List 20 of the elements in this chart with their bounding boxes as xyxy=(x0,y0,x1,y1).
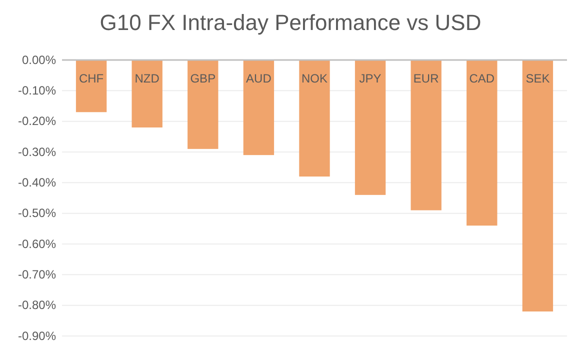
y-tick-label: -0.30% xyxy=(18,144,56,159)
y-tick-label: -0.40% xyxy=(18,176,56,190)
x-tick-label: JPY xyxy=(359,72,382,86)
y-tick-label: -0.70% xyxy=(18,268,56,282)
x-tick-label: SEK xyxy=(526,72,550,86)
y-tick-label: -0.80% xyxy=(18,298,56,312)
y-tick-label: -0.90% xyxy=(18,328,56,343)
y-tick-label: -0.60% xyxy=(18,236,56,251)
x-tick-label: EUR xyxy=(413,72,440,86)
y-tick-label: 0.00% xyxy=(22,52,56,67)
y-tick-label: -0.10% xyxy=(18,84,56,98)
x-tick-label: NOK xyxy=(301,72,328,86)
x-tick-label: CAD xyxy=(469,72,495,86)
y-tick-label: -0.20% xyxy=(18,114,56,128)
chart-title: G10 FX Intra-day Performance vs USD xyxy=(100,10,482,35)
x-tick-label: AUD xyxy=(246,72,272,86)
y-tick-label: -0.50% xyxy=(18,206,56,220)
x-tick-label: CHF xyxy=(78,72,104,86)
x-tick-label: GBP xyxy=(190,72,216,86)
x-tick-label: NZD xyxy=(134,72,160,86)
